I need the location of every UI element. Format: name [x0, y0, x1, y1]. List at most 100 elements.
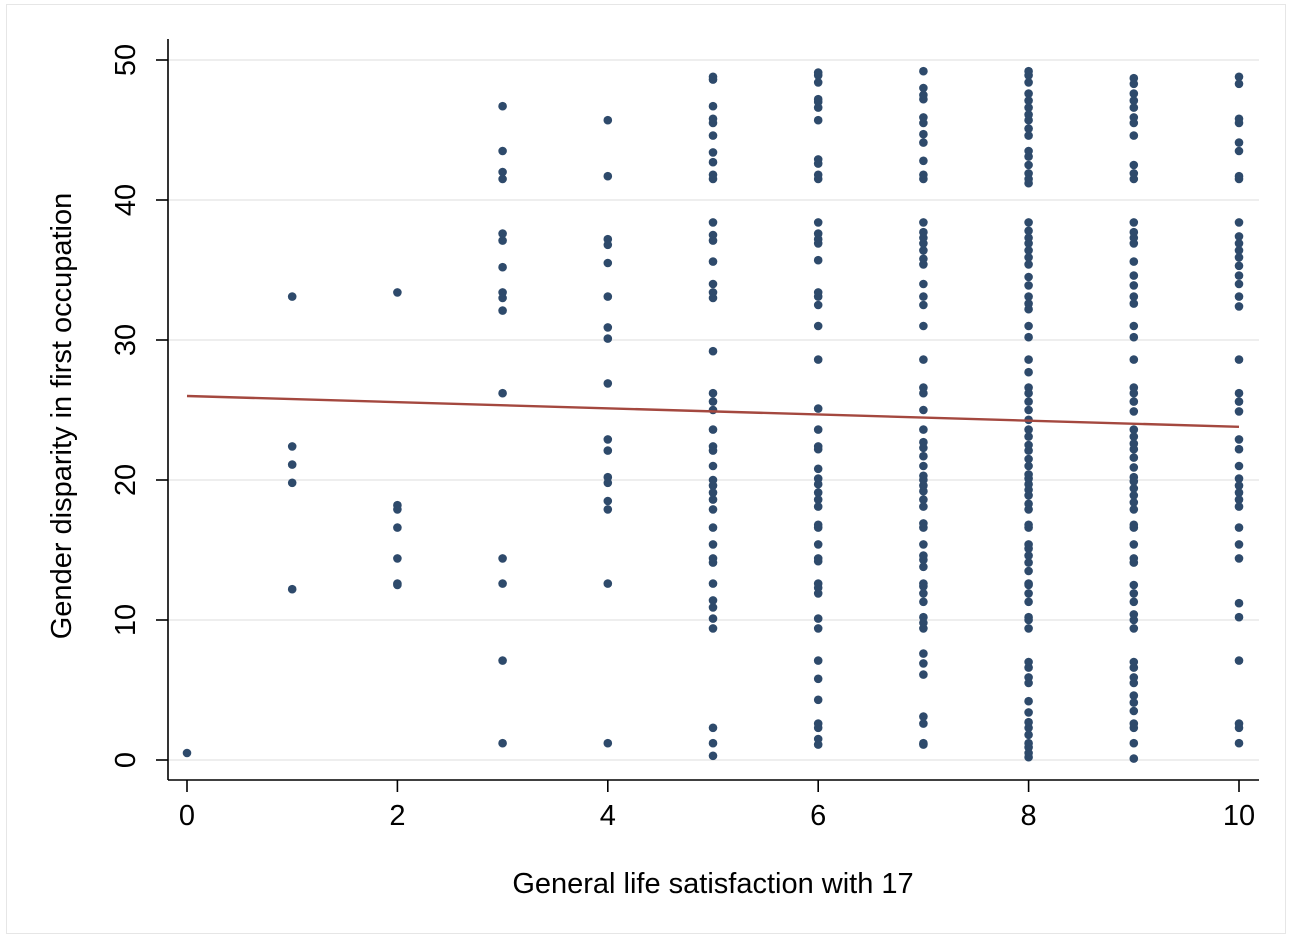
y-tick-label: 50	[110, 44, 142, 76]
data-point	[1129, 160, 1139, 170]
data-point	[1024, 233, 1033, 243]
data-point	[1024, 730, 1033, 740]
data-point	[919, 461, 928, 471]
data-point	[708, 624, 718, 633]
data-point	[1024, 589, 1033, 598]
data-point	[1024, 520, 1033, 530]
data-point	[1234, 719, 1244, 728]
axes	[156, 39, 1259, 792]
data-point	[498, 229, 507, 238]
data-point	[1024, 110, 1033, 119]
data-point	[708, 230, 718, 240]
data-point	[1129, 432, 1139, 441]
data-point	[919, 83, 928, 93]
data-point	[708, 346, 718, 356]
data-point	[1129, 657, 1139, 667]
fit-line-layer	[186, 394, 1240, 428]
x-axis-title: General life satisfaction with 17	[512, 868, 913, 900]
data-point	[919, 471, 928, 481]
data-point	[813, 115, 823, 125]
data-point	[813, 355, 823, 364]
data-points	[182, 66, 1244, 763]
y-tick-label: 40	[110, 184, 142, 216]
data-point	[1129, 131, 1139, 140]
data-point	[1234, 302, 1244, 311]
data-point	[919, 227, 928, 237]
data-point	[813, 695, 823, 705]
y-axis-title: Gender disparity in first occupation	[46, 193, 78, 640]
data-point	[708, 505, 718, 514]
data-point	[813, 674, 823, 684]
data-point	[1129, 113, 1139, 122]
data-point	[708, 279, 718, 289]
data-point	[1024, 169, 1033, 178]
data-point	[1024, 405, 1033, 415]
data-point	[393, 523, 402, 532]
data-point	[1234, 444, 1244, 454]
data-point	[603, 323, 613, 332]
data-point	[919, 589, 928, 598]
data-point	[813, 68, 823, 77]
data-point	[708, 397, 718, 406]
data-point	[1024, 612, 1033, 622]
data-point	[287, 460, 297, 469]
data-point	[1234, 474, 1244, 483]
data-point	[708, 425, 718, 434]
x-tick-label: 10	[1223, 800, 1255, 832]
data-point	[1129, 103, 1139, 112]
data-point	[1024, 281, 1033, 290]
data-point	[1024, 425, 1033, 434]
data-point	[1129, 383, 1139, 392]
data-point	[1024, 673, 1033, 682]
data-point	[1129, 299, 1139, 308]
data-point	[813, 734, 823, 744]
data-point	[1024, 551, 1033, 560]
data-point	[1024, 540, 1033, 549]
data-point	[1234, 554, 1244, 563]
data-point	[919, 562, 928, 572]
data-point	[1024, 355, 1033, 364]
data-point	[1024, 657, 1033, 667]
data-point	[287, 292, 297, 301]
data-point	[1129, 453, 1139, 462]
data-point	[919, 502, 928, 511]
data-point	[1234, 523, 1244, 532]
data-point	[708, 603, 718, 612]
data-point	[919, 246, 928, 255]
data-point	[1234, 540, 1244, 549]
data-point	[1129, 292, 1139, 301]
data-point	[498, 656, 507, 665]
data-point	[919, 649, 928, 658]
data-point	[1024, 597, 1033, 607]
data-point	[287, 442, 297, 451]
data-point	[1129, 439, 1139, 448]
data-point	[1129, 691, 1139, 700]
data-point	[182, 748, 192, 758]
data-point	[919, 300, 928, 310]
data-point	[1129, 580, 1139, 590]
data-point	[708, 523, 718, 532]
data-point	[287, 478, 297, 488]
data-point	[1234, 246, 1244, 255]
data-point	[1234, 488, 1244, 497]
chart-frame: 0 10 20 30 40 50 0 2 4 6 8 10 General life satisfac…	[6, 4, 1286, 934]
data-point	[1129, 355, 1139, 364]
data-point	[1024, 579, 1033, 588]
data-point	[1234, 138, 1244, 147]
data-point	[1129, 463, 1139, 472]
data-point	[813, 554, 823, 563]
data-point	[1024, 103, 1033, 112]
data-point	[1024, 124, 1033, 133]
data-point	[393, 579, 402, 588]
data-point	[1129, 484, 1139, 493]
data-point	[813, 255, 823, 265]
data-point	[1024, 299, 1033, 308]
data-point	[1129, 520, 1139, 530]
data-point	[1129, 321, 1139, 331]
data-point	[1129, 698, 1139, 707]
data-point	[919, 355, 928, 364]
data-point	[708, 488, 718, 497]
data-point	[1129, 589, 1139, 598]
data-point	[708, 257, 718, 266]
data-point	[498, 554, 507, 563]
